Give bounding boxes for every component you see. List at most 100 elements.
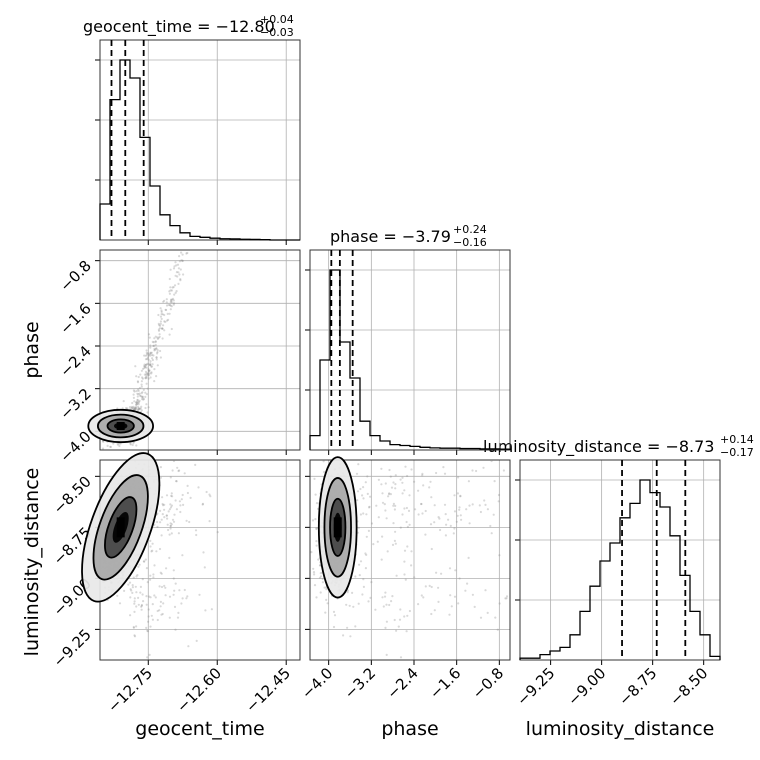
scatter-point: [129, 596, 132, 599]
scatter-point: [417, 603, 420, 606]
scatter-point: [165, 514, 168, 517]
scatter-point: [145, 366, 148, 369]
scatter-point: [178, 273, 181, 276]
scatter-point: [313, 573, 316, 576]
panel-frame: [309, 249, 511, 451]
scatter-point: [150, 351, 153, 354]
scatter-point: [322, 460, 325, 463]
scatter-point: [490, 459, 493, 463]
scatter-point: [364, 552, 367, 555]
scatter-point: [168, 312, 171, 315]
scatter-point: [151, 358, 154, 362]
scatter-point: [157, 336, 160, 339]
scatter-point: [150, 614, 153, 617]
scatter-point: [401, 492, 404, 495]
scatter-point: [158, 327, 162, 330]
scatter-point: [156, 364, 159, 367]
scatter-point: [173, 293, 176, 296]
scatter-point: [380, 483, 383, 486]
scatter-point: [457, 476, 460, 479]
scatter-point: [326, 602, 329, 605]
scatter-point: [456, 492, 459, 495]
scatter-point: [428, 486, 431, 489]
scatter-point: [170, 298, 173, 301]
scatter-point: [168, 533, 171, 536]
scatter-point: [145, 393, 148, 396]
scatter-point: [358, 563, 361, 566]
scatter-point: [175, 264, 178, 267]
scatter-point: [168, 556, 171, 560]
scatter-point: [443, 503, 447, 506]
scatter-point: [143, 366, 146, 370]
scatter-point: [386, 550, 389, 553]
scatter-point: [158, 585, 161, 588]
scatter-point: [145, 376, 148, 379]
scatter-point: [109, 445, 112, 448]
scatter-point: [162, 504, 165, 507]
scatter-point: [348, 604, 351, 607]
scatter-point: [366, 492, 369, 495]
scatter-point: [153, 380, 156, 383]
scatter-point: [131, 406, 134, 409]
scatter-point: [160, 309, 163, 312]
scatter-point: [401, 476, 404, 479]
scatter-point: [101, 447, 105, 450]
scatter-point: [140, 385, 143, 388]
scatter-point: [424, 533, 427, 536]
scatter-point: [435, 471, 438, 475]
scatter-point: [132, 393, 135, 396]
scatter-point: [144, 363, 147, 366]
scatter-point: [163, 516, 166, 519]
scatter-point: [169, 524, 172, 528]
scatter-point: [176, 466, 179, 469]
scatter-point: [168, 616, 171, 619]
scatter-point: [135, 403, 138, 406]
scatter-point: [380, 467, 383, 470]
scatter-point: [394, 530, 397, 533]
scatter-point: [315, 544, 318, 547]
scatter-point: [141, 593, 144, 596]
scatter-point: [172, 520, 176, 523]
scatter-point: [366, 475, 369, 478]
scatter-point: [158, 324, 161, 327]
scatter-point: [139, 373, 142, 376]
scatter-point: [361, 494, 364, 497]
scatter-point: [171, 495, 174, 498]
scatter-point: [209, 495, 212, 498]
scatter-point: [168, 290, 171, 293]
scatter-luminosity-distance-vs-geocent-time: −12.75 −12.60 −12.45−9.25−9.00−8.75−8.50: [50, 452, 301, 716]
scatter-point: [385, 653, 388, 657]
histogram-step: [99, 59, 300, 241]
scatter-point: [430, 496, 433, 499]
scatter-point: [148, 373, 151, 377]
scatter-point: [149, 354, 152, 357]
x-tick-label: −9.25: [513, 664, 558, 709]
scatter-point: [140, 605, 143, 608]
scatter-point: [132, 576, 135, 579]
scatter-point: [362, 497, 365, 500]
scatter-point: [381, 492, 384, 495]
scatter-point: [146, 387, 149, 390]
scatter-point: [342, 634, 345, 637]
scatter-point: [176, 275, 179, 278]
density-peak: [116, 517, 125, 538]
scatter-point: [444, 513, 447, 516]
scatter-point: [401, 481, 404, 484]
scatter-point: [169, 289, 172, 292]
scatter-point: [131, 584, 134, 587]
scatter-point: [154, 340, 157, 343]
scatter-point: [145, 375, 148, 378]
scatter-point: [197, 486, 200, 489]
histogram-phase: [305, 249, 511, 455]
scatter-point: [156, 520, 159, 524]
scatter-point: [135, 407, 138, 410]
scatter-point: [208, 520, 211, 523]
scatter-point: [181, 554, 184, 557]
scatter-point: [370, 581, 373, 584]
scatter-point: [169, 524, 172, 528]
scatter-point: [502, 469, 505, 472]
scatter-point: [147, 615, 150, 618]
scatter-point: [149, 353, 152, 356]
scatter-point: [179, 278, 182, 281]
scatter-point: [482, 466, 485, 469]
